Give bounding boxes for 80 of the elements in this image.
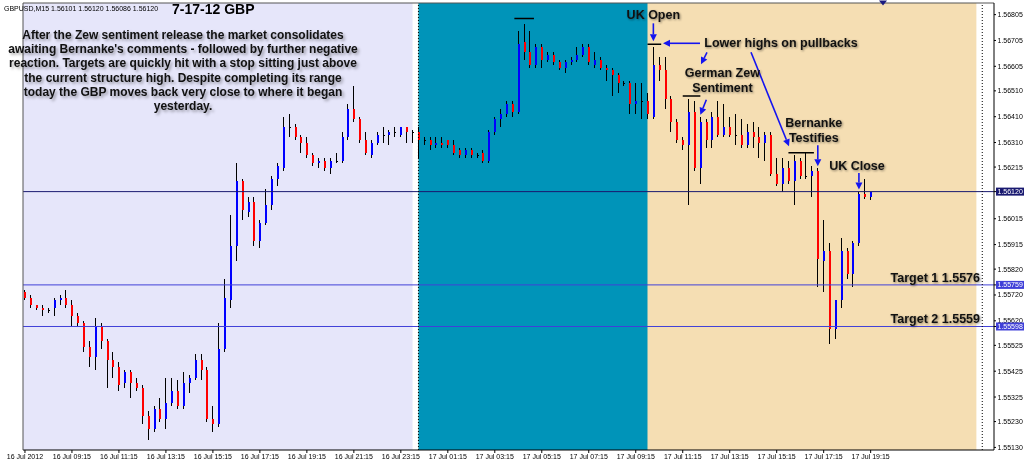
candlestick [130, 369, 132, 399]
candlestick [71, 299, 73, 327]
annotation: Lower highs on pullbacks [704, 35, 858, 50]
candlestick [89, 340, 91, 368]
candlestick [706, 118, 708, 149]
candlestick [248, 196, 250, 218]
candlestick [629, 80, 631, 115]
candlestick [864, 178, 866, 200]
candlestick [641, 82, 643, 120]
candlestick [676, 118, 678, 144]
candlestick [289, 113, 291, 138]
candlestick [54, 297, 56, 317]
candlestick [159, 397, 161, 423]
candlestick [412, 129, 414, 144]
candlestick [83, 320, 85, 353]
candlestick [529, 30, 531, 69]
candlestick [195, 353, 197, 381]
candlestick [588, 43, 590, 66]
candlestick [500, 108, 502, 128]
candlestick [383, 126, 385, 144]
candlestick [788, 160, 790, 185]
ref-line-label: Target 1 1.5576 [890, 270, 981, 285]
candlestick [747, 123, 749, 149]
candlestick [524, 23, 526, 61]
chart-title: 7-17-12 GBP [172, 1, 255, 17]
candlestick [165, 377, 167, 430]
candlestick [148, 410, 150, 441]
candlestick [494, 116, 496, 136]
candlestick [359, 116, 361, 144]
candlestick [729, 116, 731, 138]
candlestick [154, 405, 156, 433]
candlestick [782, 157, 784, 193]
candlestick [371, 139, 373, 159]
candlestick [365, 131, 367, 156]
ref-line-label: Target 2 1.5559 [890, 312, 981, 327]
annotation: After the Zew sentiment release the market consolidates awaiting Bernanke's comments - followed by further negative reaction. Targets are quickly hit with a stop sitting just above the current structure high. Despite completing its range today the GBP moves back very close to where it began yesterday. [8, 28, 358, 114]
candlestick [259, 219, 261, 249]
candlestick [107, 338, 109, 389]
candlestick [353, 85, 355, 123]
candlestick [183, 371, 185, 410]
candlestick [189, 374, 191, 394]
candlestick [541, 43, 543, 69]
candlestick [342, 131, 344, 164]
candlestick [101, 322, 103, 350]
annotation: Bernanke Testifies [785, 115, 843, 145]
candlestick [394, 126, 396, 138]
candlestick [717, 100, 719, 138]
candlestick [336, 152, 338, 164]
candlestick [618, 72, 620, 94]
candlestick [647, 92, 649, 120]
candlestick [535, 43, 537, 69]
annotation: German Zew Sentiment [684, 65, 761, 95]
candlestick [723, 103, 725, 138]
candlestick [265, 188, 267, 226]
candlestick [753, 121, 755, 149]
candlestick [300, 134, 302, 154]
candlestick [847, 247, 849, 280]
candlestick [800, 157, 802, 180]
candlestick [823, 219, 825, 293]
candlestick [306, 136, 308, 159]
candlestick [711, 111, 713, 149]
candlestick [277, 162, 279, 187]
annotation: UK Open [626, 7, 681, 22]
candlestick [659, 56, 661, 82]
candlestick [124, 369, 126, 389]
candlestick [764, 131, 766, 162]
candlestick [758, 126, 760, 159]
annotation: UK Close [829, 158, 885, 173]
candlestick [612, 67, 614, 97]
candlestick [212, 405, 214, 433]
candlestick [201, 353, 203, 381]
candlestick [735, 113, 737, 146]
candlestick [670, 95, 672, 133]
candlestick [177, 379, 179, 410]
candlestick [171, 377, 173, 407]
candlestick [776, 157, 778, 187]
candlestick [118, 361, 120, 392]
candlestick [741, 118, 743, 149]
candlestick [635, 82, 637, 115]
candlestick [811, 165, 813, 198]
